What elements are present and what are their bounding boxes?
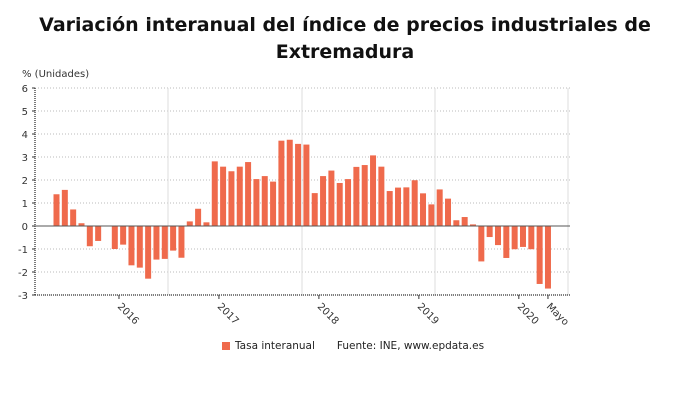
bar: [220, 166, 227, 226]
source-note: Fuente: INE, www.epdata.es: [336, 340, 485, 352]
x-tick-label: 2018: [315, 301, 341, 327]
bar: [378, 166, 385, 226]
x-tick-label: 2016: [115, 301, 141, 327]
bar: [336, 182, 343, 226]
bar: [278, 140, 285, 226]
y-tick-label: 4: [22, 130, 28, 141]
x-tick-label: Mayo: [544, 301, 571, 328]
bar: [195, 208, 202, 226]
bar: [86, 226, 93, 247]
bar: [345, 179, 352, 226]
bar: [519, 226, 526, 247]
bar: [245, 162, 252, 226]
bar: [145, 226, 152, 279]
bar: [420, 193, 427, 226]
bar: [161, 226, 168, 259]
bar: [270, 181, 277, 226]
bar: [470, 224, 476, 226]
bar: [178, 226, 185, 258]
bar: [203, 222, 210, 226]
bar: [253, 179, 260, 226]
bar: [228, 171, 235, 226]
bar: [236, 166, 243, 226]
bar: [95, 226, 102, 241]
bar: [303, 144, 310, 226]
x-tick-label: 2017: [215, 301, 241, 327]
bar: [386, 191, 393, 226]
y-tick-label: -3: [18, 291, 28, 302]
title-line-1: Variación interanual del índice de preci…: [39, 14, 651, 36]
y-tick-label: 5: [22, 107, 28, 118]
y-tick-label: 6: [22, 84, 28, 95]
y-tick-label: -1: [18, 245, 28, 256]
bar: [486, 226, 493, 238]
bar: [170, 226, 177, 251]
bar: [70, 209, 77, 226]
y-axis-label: % (Unidades): [22, 69, 90, 80]
y-tick-label: 1: [22, 199, 28, 210]
bar: [445, 198, 452, 226]
bar: [53, 194, 60, 226]
bar: [211, 161, 218, 226]
title-line-2: Extremadura: [275, 41, 415, 63]
bar: [436, 189, 443, 226]
bar: [503, 226, 510, 258]
bar: [361, 165, 368, 226]
legend-swatch: [222, 342, 230, 350]
bar: [186, 221, 193, 226]
bar: [544, 226, 551, 289]
bar: [286, 139, 293, 226]
bar: [453, 220, 460, 226]
bar: [428, 204, 435, 226]
bar: [461, 217, 468, 226]
bar: [536, 226, 543, 284]
bar: [120, 226, 127, 245]
y-tick-label: -2: [18, 268, 28, 279]
bar: [511, 226, 518, 250]
bar: [61, 189, 68, 226]
bar: [494, 226, 501, 246]
legend: Tasa interanual Fuente: INE, www.epdata.…: [222, 340, 484, 352]
bar: [128, 226, 135, 266]
bar: [78, 223, 85, 226]
x-tick-label: 2020: [515, 301, 541, 327]
y-tick-label: 2: [22, 176, 28, 187]
y-tick-label: 3: [22, 153, 28, 164]
bar: [328, 170, 335, 226]
bar: [395, 187, 402, 226]
bar: [136, 226, 143, 268]
bar: [478, 226, 485, 262]
bar: [320, 176, 327, 226]
x-tick-label: 2019: [415, 301, 441, 327]
bar: [261, 176, 268, 226]
chart-title: Variación interanual del índice de preci…: [0, 12, 690, 66]
bar: [370, 155, 377, 226]
y-tick-label: 0: [22, 222, 28, 233]
bar: [111, 226, 118, 249]
bar: [353, 166, 360, 226]
bar: [528, 226, 535, 250]
bar: [403, 187, 410, 226]
bar: [295, 143, 302, 226]
bar: [311, 193, 318, 226]
bar: [411, 180, 418, 226]
bar: [153, 226, 160, 260]
legend-series-label: Tasa interanual: [235, 340, 315, 352]
